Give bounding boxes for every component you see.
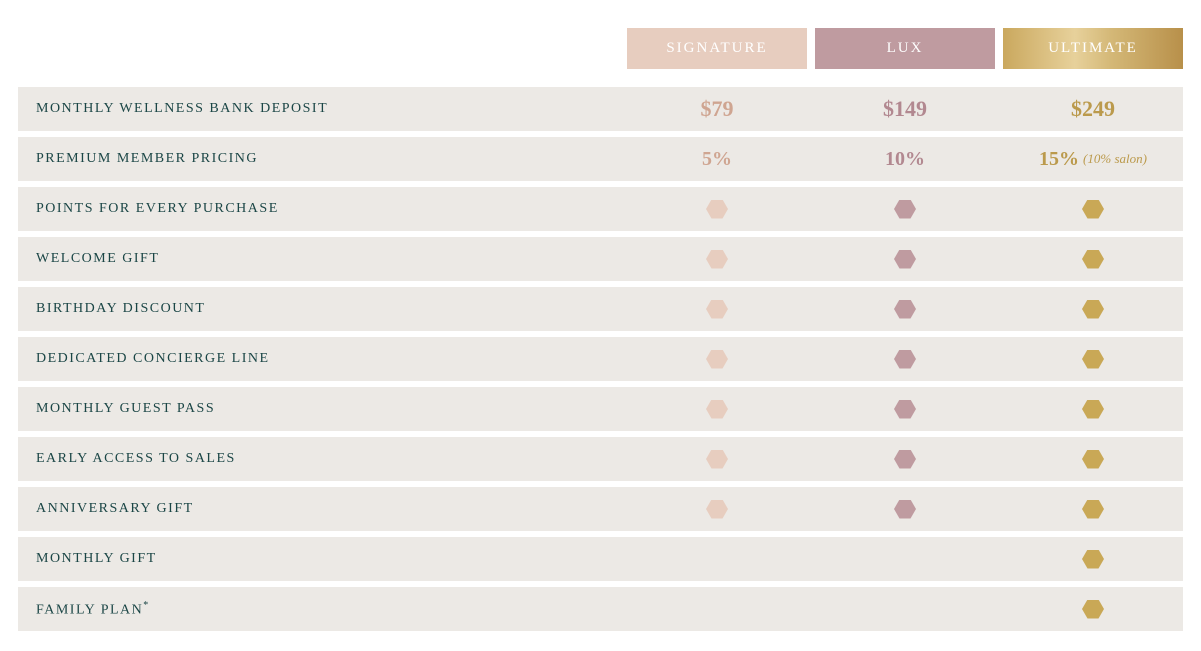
hexagon-icon — [706, 450, 728, 469]
table-row: ANNIVERSARY GIFT — [18, 487, 1183, 531]
tier-cell-ultimate: $249 — [1003, 96, 1183, 122]
tier-cell-ultimate — [1003, 450, 1183, 469]
tier-cell-signature — [627, 450, 807, 469]
table-row: WELCOME GIFT — [18, 237, 1183, 281]
feature-label: WELCOME GIFT — [18, 239, 619, 279]
tier-cell-ultimate: 15%(10% salon) — [1003, 148, 1183, 171]
table-row: DEDICATED CONCIERGE LINE — [18, 337, 1183, 381]
tier-cell-lux: $149 — [815, 96, 995, 122]
tier-cell-lux — [815, 300, 995, 319]
tier-header-ultimate: ULTIMATE — [1003, 28, 1183, 69]
tier-cell-lux: 10% — [815, 148, 995, 171]
feature-label: MONTHLY GIFT — [18, 539, 619, 579]
tier-cell-signature — [627, 400, 807, 419]
tier-cell-ultimate — [1003, 350, 1183, 369]
percent-note: (10% salon) — [1083, 151, 1147, 167]
feature-label: FAMILY PLAN* — [18, 588, 619, 631]
price-value: $249 — [1071, 96, 1115, 122]
hexagon-icon — [894, 300, 916, 319]
table-row: BIRTHDAY DISCOUNT — [18, 287, 1183, 331]
price-value: $79 — [701, 96, 734, 122]
feature-label: MONTHLY GUEST PASS — [18, 389, 619, 429]
table-row: PREMIUM MEMBER PRICING 5% 10% 15%(10% salon… — [18, 137, 1183, 181]
percent-value: 10% — [885, 148, 925, 171]
tier-cell-signature — [627, 200, 807, 219]
tier-cell-signature — [627, 500, 807, 519]
percent-value: 15% — [1039, 148, 1079, 171]
tier-cell-lux — [815, 400, 995, 419]
hexagon-icon — [706, 500, 728, 519]
tier-cell-ultimate — [1003, 550, 1183, 569]
tier-cell-ultimate — [1003, 200, 1183, 219]
hexagon-icon — [1082, 500, 1104, 519]
hexagon-icon — [894, 400, 916, 419]
tier-header-lux: LUX — [815, 28, 995, 69]
table-row: MONTHLY GUEST PASS — [18, 387, 1183, 431]
hexagon-icon — [894, 350, 916, 369]
hexagon-icon — [894, 500, 916, 519]
feature-label: BIRTHDAY DISCOUNT — [18, 289, 619, 329]
hexagon-icon — [894, 200, 916, 219]
feature-label: DEDICATED CONCIERGE LINE — [18, 339, 619, 379]
hexagon-icon — [1082, 550, 1104, 569]
hexagon-icon — [894, 450, 916, 469]
hexagon-icon — [706, 350, 728, 369]
hexagon-icon — [1082, 200, 1104, 219]
hexagon-icon — [1082, 600, 1104, 619]
feature-label: MONTHLY WELLNESS BANK DEPOSIT — [18, 89, 619, 129]
hexagon-icon — [706, 400, 728, 419]
hexagon-icon — [1082, 350, 1104, 369]
feature-label: PREMIUM MEMBER PRICING — [18, 139, 619, 179]
tier-header-row: SIGNATURE LUX ULTIMATE — [18, 28, 1183, 69]
table-row: MONTHLY GIFT — [18, 537, 1183, 581]
hexagon-icon — [706, 250, 728, 269]
tier-cell-ultimate — [1003, 600, 1183, 619]
tier-header-signature: SIGNATURE — [627, 28, 807, 69]
tier-cell-lux — [815, 350, 995, 369]
tier-cell-ultimate — [1003, 400, 1183, 419]
percent-value: 5% — [702, 148, 732, 171]
tier-cell-ultimate — [1003, 300, 1183, 319]
hexagon-icon — [1082, 400, 1104, 419]
tier-cell-ultimate — [1003, 250, 1183, 269]
table-row: MONTHLY WELLNESS BANK DEPOSIT $79 $149 $249 — [18, 87, 1183, 131]
tier-cell-signature — [627, 350, 807, 369]
tier-cell-signature: $79 — [627, 96, 807, 122]
tier-cell-ultimate — [1003, 500, 1183, 519]
price-value: $149 — [883, 96, 927, 122]
table-row: FAMILY PLAN* — [18, 587, 1183, 631]
hexagon-icon — [1082, 250, 1104, 269]
hexagon-icon — [1082, 450, 1104, 469]
tier-cell-lux — [815, 200, 995, 219]
footnote-mark: * — [143, 600, 150, 611]
hexagon-icon — [894, 250, 916, 269]
tier-cell-lux — [815, 450, 995, 469]
hexagon-icon — [1082, 300, 1104, 319]
table-row: EARLY ACCESS TO SALES — [18, 437, 1183, 481]
feature-label: EARLY ACCESS TO SALES — [18, 439, 619, 479]
comparison-table: SIGNATURE LUX ULTIMATE MONTHLY WELLNESS … — [18, 28, 1183, 631]
tier-cell-lux — [815, 250, 995, 269]
feature-label: POINTS FOR EVERY PURCHASE — [18, 189, 619, 229]
hexagon-icon — [706, 300, 728, 319]
tier-cell-signature: 5% — [627, 148, 807, 171]
hexagon-icon — [706, 200, 728, 219]
table-row: POINTS FOR EVERY PURCHASE — [18, 187, 1183, 231]
tier-cell-signature — [627, 250, 807, 269]
tier-cell-signature — [627, 300, 807, 319]
feature-label: ANNIVERSARY GIFT — [18, 489, 619, 529]
tier-cell-lux — [815, 500, 995, 519]
